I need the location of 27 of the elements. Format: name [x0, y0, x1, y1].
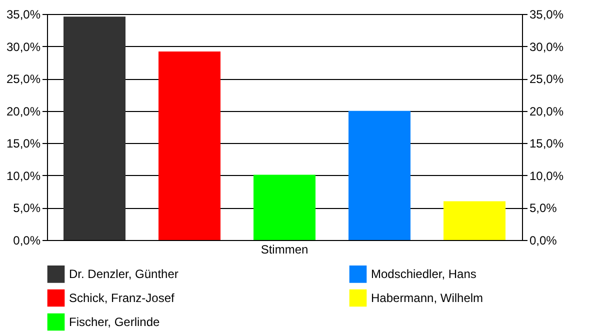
legend-label: Modschiedler, Hans: [371, 267, 476, 282]
y-tick-label: 35,0%: [6, 8, 41, 22]
text: 0,0%: [530, 234, 557, 248]
text: 25,0%: [530, 72, 564, 86]
y-tick-label: 0,0%: [13, 234, 41, 248]
bar: [444, 201, 506, 240]
text: 15,0%: [530, 136, 564, 151]
bar: [254, 174, 316, 240]
y-tick-label: 20,0%: [6, 104, 41, 118]
text: 10,0%: [530, 168, 564, 183]
x-tick-label: Stimmen: [260, 242, 308, 256]
text: 30,0%: [530, 40, 564, 54]
legend-label: Schick, Franz-Josef: [69, 291, 176, 305]
bar: [158, 51, 220, 240]
text: 35,0%: [530, 8, 564, 22]
legend-label: Fischer, Gerlinde: [69, 315, 160, 329]
y-tick-label: 25,0%: [6, 72, 41, 86]
y-tick-label: 10,0%: [6, 168, 41, 183]
bar: [64, 16, 126, 240]
y-tick-label: 30,0%: [6, 40, 41, 54]
y-tick-label: 5,0%: [13, 201, 41, 216]
bar: [348, 110, 410, 240]
y-tick-label: 15,0%: [6, 136, 41, 151]
text: 20,0%: [530, 104, 564, 118]
legend-label: Habermann, Wilhelm: [371, 291, 484, 305]
legend-label: Dr. Denzler, Günther: [69, 267, 178, 282]
text: 5,0%: [530, 201, 557, 216]
